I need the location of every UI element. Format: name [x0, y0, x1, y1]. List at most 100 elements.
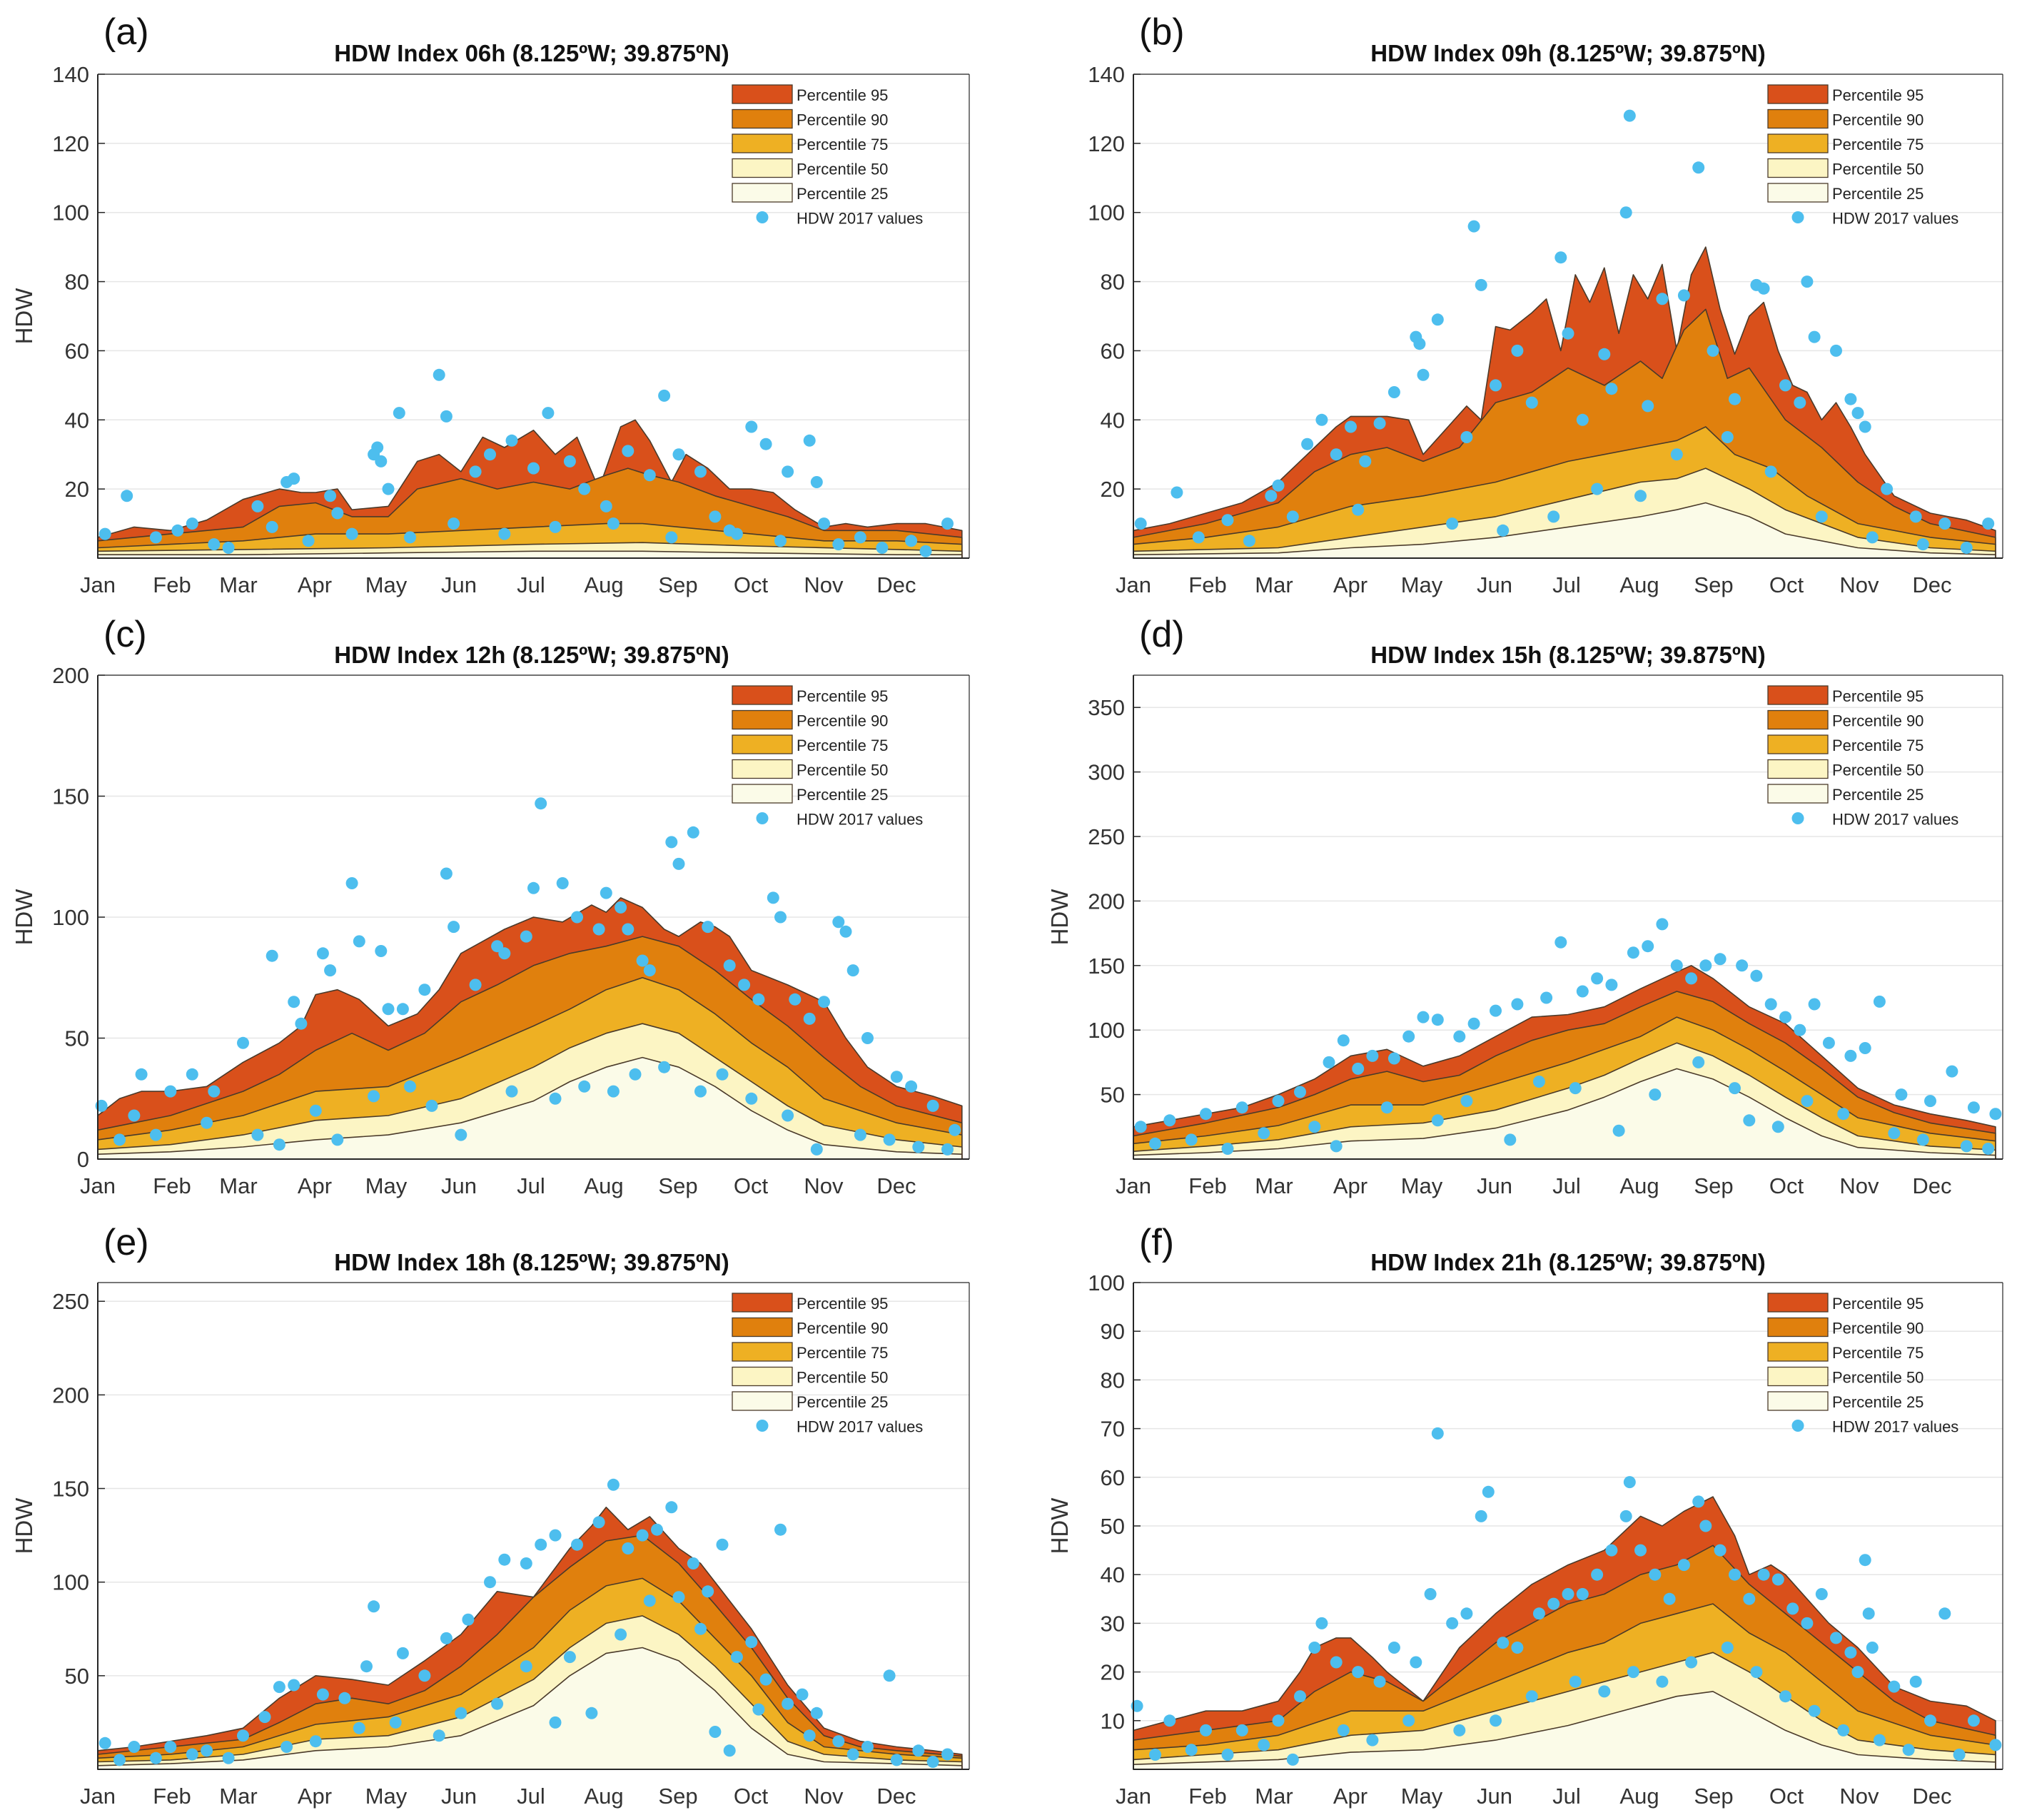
legend-swatch-p90 — [1767, 709, 1829, 730]
hdw-2017-point — [1801, 275, 1814, 288]
hdw-2017-point — [469, 465, 482, 478]
hdw-2017-point — [1605, 979, 1618, 991]
hdw-2017-point — [636, 954, 649, 967]
hdw-2017-point — [1888, 1680, 1901, 1693]
hdw-2017-point — [563, 455, 576, 467]
y-tick-label: 80 — [1101, 1367, 1125, 1392]
x-tick-label: Feb — [153, 572, 191, 597]
hdw-2017-point — [1801, 1617, 1814, 1629]
hdw-2017-point — [1373, 417, 1386, 430]
hdw-2017-point — [687, 826, 699, 839]
hdw-2017-point — [549, 1529, 562, 1542]
hdw-2017-point — [1830, 1632, 1842, 1644]
hdw-2017-point — [1555, 936, 1567, 949]
legend-swatch-p25 — [732, 784, 793, 804]
hdw-2017-point — [549, 520, 562, 533]
hdw-2017-point — [455, 1707, 467, 1719]
hdw-2017-point — [535, 797, 547, 810]
hdw-2017-point — [1352, 1666, 1365, 1679]
legend-swatch-p75 — [732, 133, 793, 153]
hdw-2017-point — [585, 1707, 598, 1719]
hdw-2017-point — [505, 434, 518, 447]
hdw-2017-point — [324, 964, 337, 977]
panel-letter: (c) — [103, 614, 147, 655]
hdw-2017-point — [1859, 1042, 1871, 1054]
hdw-2017-point — [1771, 1573, 1784, 1586]
hdw-2017-point — [1656, 1675, 1669, 1688]
legend-label: Percentile 50 — [797, 1369, 888, 1387]
x-tick-label: Nov — [1839, 1173, 1879, 1198]
hdw-2017-point — [149, 531, 162, 544]
hdw-2017-point — [730, 527, 743, 540]
x-tick-label: Dec — [876, 1173, 916, 1198]
x-tick-label: Jul — [517, 1784, 545, 1809]
hdw-2017-point — [672, 448, 685, 461]
hdw-2017-point — [1837, 1108, 1850, 1121]
hdw-2017-point — [469, 979, 482, 991]
x-tick-label: Mar — [219, 1173, 257, 1198]
x-tick-label: Oct — [1769, 572, 1804, 597]
hdw-2017-point — [818, 517, 830, 530]
hdw-2017-point — [1808, 998, 1821, 1011]
hdw-2017-point — [1989, 1739, 2002, 1751]
legend-swatch-p90 — [1767, 108, 1829, 129]
chart-title: HDW Index 15h (8.125ºW; 39.875ºN) — [1370, 642, 1766, 668]
hdw-2017-point — [1330, 1140, 1343, 1153]
hdw-2017-point — [1692, 1056, 1705, 1068]
legend: Percentile 95 Percentile 90 Percentile 75 P… — [1767, 685, 1958, 829]
hdw-2017-point — [1417, 368, 1430, 381]
area-percentile-25 — [1133, 502, 1996, 559]
hdw-2017-point — [1605, 383, 1618, 395]
hdw-2017-point — [1294, 1086, 1306, 1098]
hdw-2017-point — [280, 1741, 293, 1753]
hdw-2017-point — [425, 1099, 438, 1112]
legend-label: Percentile 75 — [797, 737, 888, 754]
legend-label: Percentile 95 — [797, 86, 888, 104]
hdw-2017-point — [520, 1557, 532, 1569]
legend-swatch-p75 — [1767, 734, 1829, 754]
hdw-2017-point — [1656, 918, 1669, 931]
hdw-2017-point — [694, 1085, 707, 1098]
x-tick-label: Jun — [1477, 1173, 1512, 1198]
hdw-2017-point — [1134, 1121, 1147, 1133]
hdw-2017-point — [702, 921, 714, 934]
hdw-2017-point — [375, 945, 388, 957]
x-tick-label: Dec — [1912, 1784, 1951, 1809]
hdw-2017-point — [1446, 1617, 1459, 1629]
y-tick-label: 60 — [65, 338, 89, 363]
hdw-2017-point — [738, 979, 751, 991]
x-tick-label: Sep — [658, 572, 697, 597]
hdw-2017-point — [578, 1080, 591, 1093]
hdw-2017-point — [1924, 1095, 1936, 1108]
x-tick-label: Mar — [1255, 572, 1293, 597]
hdw-2017-point — [1591, 1568, 1604, 1581]
y-tick-label: 20 — [65, 477, 89, 502]
hdw-2017-point — [258, 1711, 271, 1724]
hdw-2017-point — [201, 1744, 213, 1757]
hdw-2017-point — [404, 531, 416, 544]
panel-letter: (d) — [1139, 614, 1185, 655]
legend-label: Percentile 95 — [1832, 86, 1924, 104]
hdw-2017-point — [316, 947, 329, 960]
hdw-2017-point — [113, 1133, 126, 1146]
hdw-2017-point — [201, 1116, 213, 1129]
y-tick-label: 80 — [1101, 270, 1125, 295]
x-tick-label: Mar — [1255, 1784, 1293, 1809]
hdw-2017-point — [135, 1068, 148, 1081]
hdw-2017-point — [1707, 344, 1719, 357]
legend-swatch-p75 — [732, 1342, 793, 1362]
hdw-2017-point — [592, 1516, 605, 1529]
hdw-2017-point — [1967, 1714, 1980, 1727]
chart-title: HDW Index 12h (8.125ºW; 39.875ºN) — [334, 642, 729, 668]
hdw-2017-point — [665, 1501, 678, 1514]
hdw-2017-point — [709, 510, 722, 523]
legend-swatch-dots — [1791, 211, 1804, 223]
legend-swatch-dots — [756, 812, 769, 824]
hdw-2017-point — [905, 1080, 918, 1093]
hdw-2017-point — [1387, 1052, 1400, 1065]
hdw-2017-point — [846, 964, 859, 977]
hdw-2017-point — [1547, 1597, 1560, 1610]
x-tick-label: Jul — [1552, 1784, 1581, 1809]
hdw-2017-point — [1171, 486, 1183, 499]
